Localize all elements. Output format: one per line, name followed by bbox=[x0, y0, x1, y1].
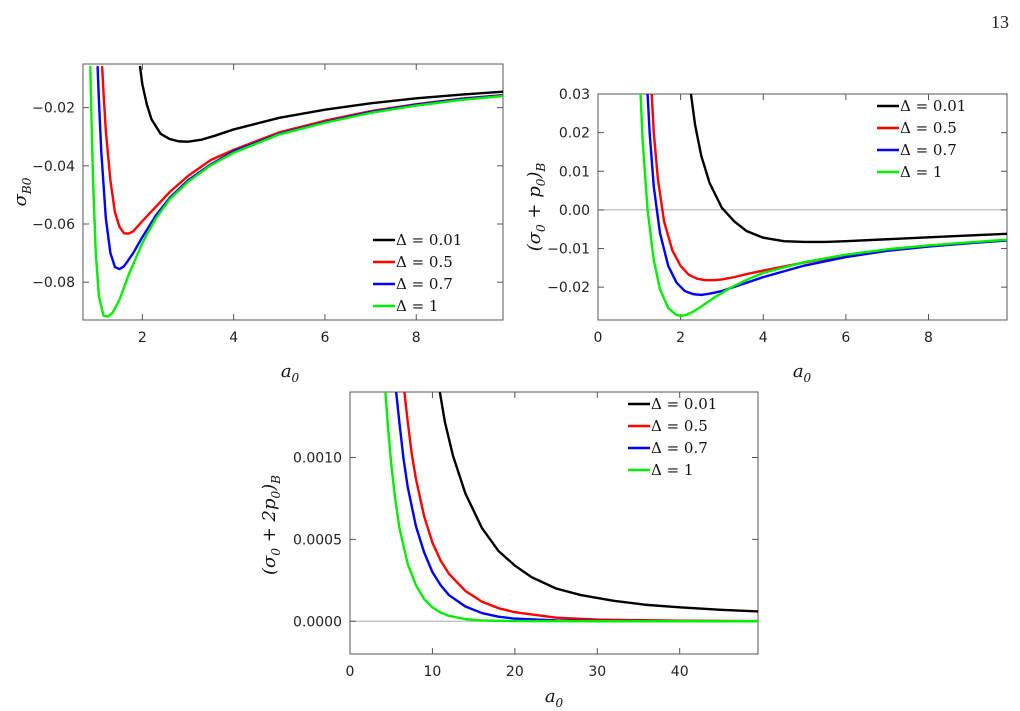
legend-label: Δ = 0.7 bbox=[396, 275, 453, 293]
y-axis-label-text: (σ0 + p0)B bbox=[524, 163, 548, 252]
series-line bbox=[403, 392, 758, 623]
y-tick-label: 0.0010 bbox=[293, 451, 342, 467]
x-tick-label: 0 bbox=[594, 330, 603, 346]
x-tick-label: 10 bbox=[424, 664, 442, 680]
y-tick-label: 0.02 bbox=[559, 126, 590, 142]
y-axis-label: (σ0 + p0)B bbox=[524, 163, 548, 252]
x-tick-label: 6 bbox=[841, 330, 850, 346]
x-tick-label: 8 bbox=[412, 330, 421, 346]
x-axis-label: a0 bbox=[793, 361, 812, 385]
legend-label: Δ = 0.01 bbox=[651, 395, 717, 413]
y-tick-label: −0.02 bbox=[32, 101, 75, 117]
legend-label: Δ = 0.01 bbox=[900, 97, 966, 115]
x-tick-label: 0 bbox=[346, 664, 355, 680]
y-tick-label: −0.01 bbox=[547, 242, 590, 258]
series-line bbox=[138, 65, 503, 143]
y-tick-label: 0.0005 bbox=[293, 532, 342, 548]
series-line bbox=[89, 65, 503, 318]
y-tick-label: 0.0000 bbox=[293, 614, 342, 630]
series-line bbox=[384, 392, 758, 623]
y-tick-label: 0.03 bbox=[559, 87, 590, 103]
y-tick-label: −0.06 bbox=[32, 217, 75, 233]
x-tick-label: 20 bbox=[506, 664, 524, 680]
x-axis-label: a0 bbox=[545, 686, 564, 710]
legend: Δ = 0.01 Δ = 0.5 Δ = 0.7 Δ = 1 bbox=[877, 97, 966, 181]
y-tick-label: 0.00 bbox=[559, 203, 590, 219]
x-tick-label: 6 bbox=[320, 330, 329, 346]
y-axis-label-text: σB0 bbox=[10, 177, 34, 206]
x-tick-label: 8 bbox=[924, 330, 933, 346]
y-tick-label: −0.08 bbox=[32, 275, 75, 291]
legend-label: Δ = 0.01 bbox=[396, 231, 462, 249]
legend: Δ = 0.01 Δ = 0.5 Δ = 0.7 Δ = 1 bbox=[628, 395, 717, 479]
legend-label: Δ = 1 bbox=[900, 163, 942, 181]
chart-sigma-b0: 2 4 6 8−0.02−0.04−0.06−0.08Δ = 0.01Δ = 0.5Δ… bbox=[10, 63, 504, 385]
plot-frame bbox=[82, 63, 504, 321]
page-number: 13 bbox=[991, 12, 1009, 32]
y-tick-label: 0.01 bbox=[559, 164, 590, 180]
legend-label: Δ = 1 bbox=[396, 297, 438, 315]
y-axis-label: σB0 bbox=[10, 177, 34, 206]
legend-label: Δ = 0.7 bbox=[651, 439, 708, 457]
plot-frame bbox=[597, 93, 1008, 321]
x-tick-label: 40 bbox=[671, 664, 689, 680]
legend-label: Δ = 0.5 bbox=[651, 417, 708, 435]
plot-frame bbox=[349, 391, 759, 655]
y-axis-label: (σ0 + 2p0)B bbox=[259, 475, 283, 575]
series-line bbox=[646, 94, 1007, 297]
y-tick-label: −0.04 bbox=[32, 159, 75, 175]
legend-label: Δ = 0.7 bbox=[900, 141, 957, 159]
series-line bbox=[639, 94, 1007, 317]
x-tick-label: 2 bbox=[676, 330, 685, 346]
legend-label: Δ = 0.5 bbox=[396, 253, 453, 271]
y-axis-label-text: (σ0 + 2p0)B bbox=[259, 475, 283, 575]
y-tick-label: −0.02 bbox=[547, 280, 590, 296]
legend-label: Δ = 0.5 bbox=[900, 119, 957, 137]
x-tick-label: 2 bbox=[138, 330, 147, 346]
plot-area: 0 2 4 6 80.030.020.010.00−0.01−0.02Δ = 0.01Δ… bbox=[547, 87, 1008, 346]
chart-sigma-plus-p: 0 2 4 6 80.030.020.010.00−0.01−0.02Δ = 0.01Δ… bbox=[524, 87, 1008, 385]
plot-area: 2 4 6 8−0.02−0.04−0.06−0.08Δ = 0.01Δ = 0.5Δ… bbox=[32, 63, 504, 346]
legend: Δ = 0.01 Δ = 0.5 Δ = 0.7 Δ = 1 bbox=[373, 231, 462, 315]
x-tick-label: 4 bbox=[229, 330, 238, 346]
x-tick-label: 30 bbox=[588, 664, 606, 680]
legend-label: Δ = 1 bbox=[651, 461, 693, 479]
x-tick-label: 4 bbox=[759, 330, 768, 346]
series-line bbox=[438, 392, 758, 613]
series-line bbox=[689, 94, 1007, 244]
